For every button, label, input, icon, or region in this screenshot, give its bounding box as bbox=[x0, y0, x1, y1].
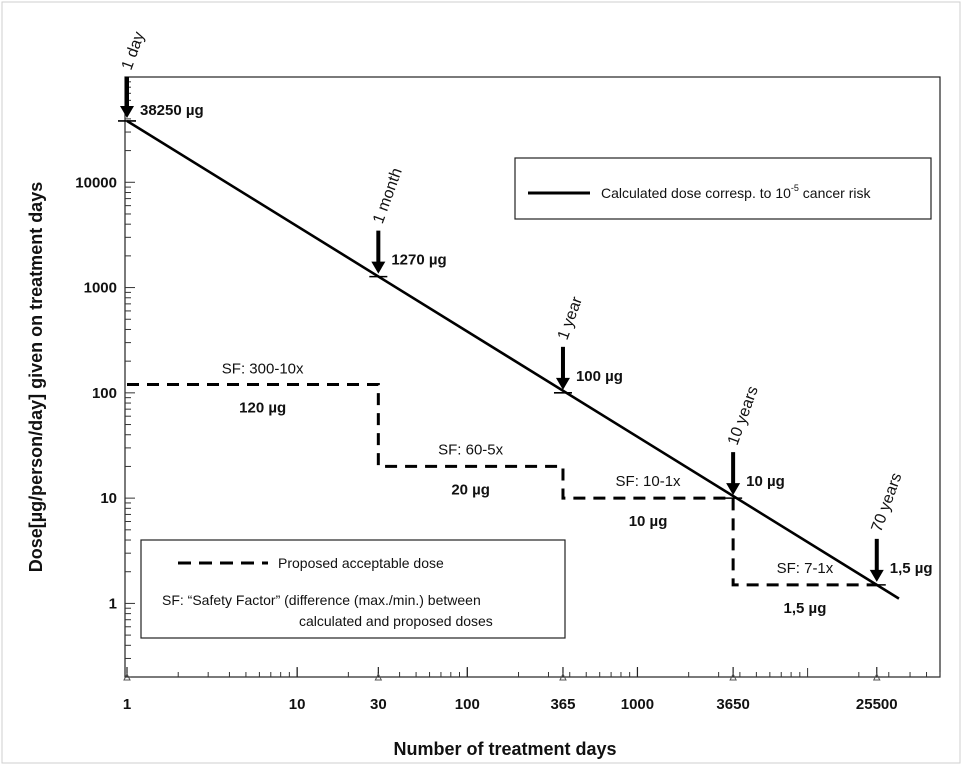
x-axis-triangle bbox=[374, 672, 383, 681]
x-tick-label: 3650 bbox=[716, 696, 749, 713]
step-dose-label: 120 µg bbox=[239, 400, 286, 417]
marker-time-label: 1 year bbox=[555, 294, 586, 342]
step-sf-label: SF: 7-1x bbox=[777, 560, 834, 577]
marker-dose-label: 100 µg bbox=[576, 368, 623, 385]
marker-arrow-head bbox=[371, 261, 386, 274]
x-tick-label: 1 bbox=[123, 696, 131, 713]
y-axis: 1 10 100 1000 10000 bbox=[75, 81, 135, 678]
marker-dose-label: 1270 µg bbox=[391, 252, 446, 269]
legend-dashed-box bbox=[140, 539, 566, 639]
plot-frame bbox=[124, 76, 941, 678]
step-dose-label: 10 µg bbox=[629, 513, 668, 530]
legend-solid: Calculated dose corresp. to 10-5 cancer … bbox=[514, 157, 932, 220]
x-axis-triangle bbox=[872, 672, 881, 681]
series-line-calculated-dose bbox=[126, 119, 900, 600]
x-tick-label: 30 bbox=[370, 696, 387, 713]
marker-time-label: 10 years bbox=[725, 384, 762, 447]
x-tick-label: 10 bbox=[289, 696, 306, 713]
marker-arrow-head bbox=[120, 105, 134, 118]
y-tick-label: 10 bbox=[100, 490, 117, 507]
x-tick-label: 25500 bbox=[856, 696, 898, 713]
legend-solid-label: Calculated dose corresp. to 10-5 cancer … bbox=[601, 183, 871, 201]
annotation-layer: SF: 300-10x 120 µg SF: 60-5x 20 µg SF: 10-1x… bbox=[222, 361, 834, 617]
series-line-proposed-dose bbox=[127, 383, 877, 587]
step-dose-label: 1,5 µg bbox=[784, 600, 827, 617]
marker-dose-label: 38250 µg bbox=[140, 102, 204, 119]
marker-time-label: 1 month bbox=[370, 166, 406, 226]
x-tick-label: 1000 bbox=[621, 696, 654, 713]
step-sf-label: SF: 300-10x bbox=[222, 361, 304, 378]
marker-arrow-head bbox=[869, 569, 884, 582]
marker-dose-label: 10 µg bbox=[746, 473, 785, 490]
legend-solid-box bbox=[514, 157, 932, 220]
x-axis: 1 10 30 100 365 1000 3650 25500 bbox=[123, 667, 941, 713]
step-sf-label: SF: 60-5x bbox=[438, 441, 504, 458]
legend-note-line1: SF: “Safety Factor” (difference (max./mi… bbox=[162, 592, 481, 608]
step-dose-label: 20 µg bbox=[451, 481, 490, 498]
marker-time-label: 1 day bbox=[119, 30, 148, 73]
series-layer bbox=[126, 119, 900, 600]
x-tick-label: 365 bbox=[550, 696, 575, 713]
x-axis-triangle bbox=[559, 672, 567, 681]
marker-time-label: 70 years bbox=[869, 471, 906, 534]
y-tick-label: 1 bbox=[109, 595, 117, 612]
y-tick-label: 100 bbox=[92, 385, 117, 402]
marker-arrow-head bbox=[726, 483, 741, 496]
y-tick-label: 10000 bbox=[75, 174, 117, 191]
legend-dashed: Proposed acceptable dose SF: “Safety Fac… bbox=[140, 539, 566, 639]
y-axis-label: Dose[µg/person/day] given on treatment d… bbox=[26, 182, 46, 572]
marker-arrow-head bbox=[555, 377, 570, 390]
marker-layer: 38250 µg 1 day 1270 µg 1 month 100 µg 1 year 1… bbox=[118, 30, 933, 586]
legend-note-line2: calculated and proposed doses bbox=[299, 613, 493, 629]
x-axis-triangle bbox=[729, 672, 737, 681]
step-sf-label: SF: 10-1x bbox=[616, 473, 682, 490]
marker-dose-label: 1,5 µg bbox=[890, 560, 933, 577]
legend-dashed-label: Proposed acceptable dose bbox=[278, 555, 444, 571]
x-tick-label: 100 bbox=[455, 696, 480, 713]
y-tick-label: 1000 bbox=[84, 280, 117, 297]
x-axis-label: Number of treatment days bbox=[393, 739, 616, 759]
